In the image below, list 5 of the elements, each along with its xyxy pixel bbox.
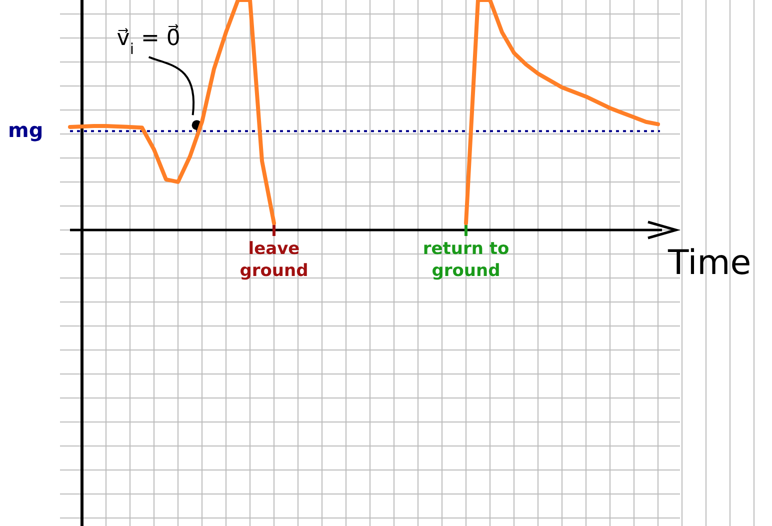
x-axis-title: Time xyxy=(667,243,752,283)
ref-line-label: mg xyxy=(8,118,44,142)
x-tick-label: return to ground xyxy=(422,239,510,281)
annotation: v⃗$_{i}$ = 0⃗ xyxy=(116,24,180,58)
x-tick-label: leave ground xyxy=(240,239,308,281)
